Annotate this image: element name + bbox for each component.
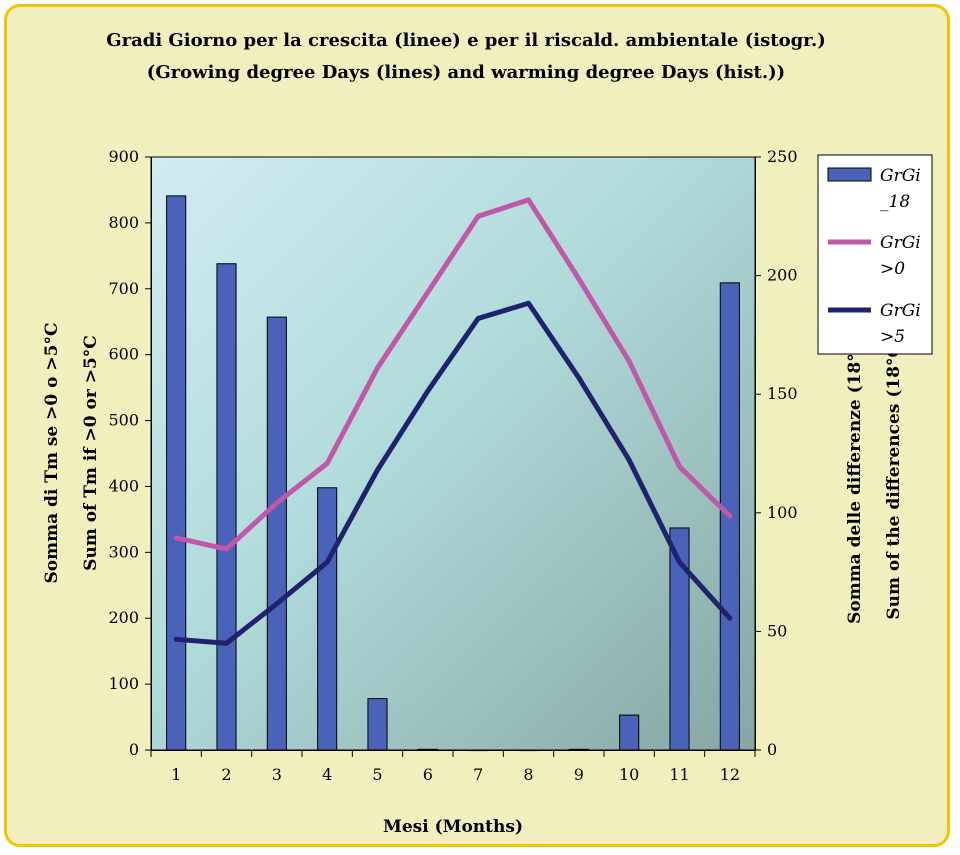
plot-area bbox=[150, 156, 756, 751]
y-tick-left-label: 600 bbox=[108, 345, 139, 364]
bar bbox=[266, 316, 287, 751]
y-axis-right-title-line-2: Sum of the differences (18°C - Tm) bbox=[884, 286, 904, 619]
chart-title-line-1: Gradi Giorno per la crescita (linee) e p… bbox=[106, 30, 826, 51]
legend-label-grgi-18-line-1: GrGi bbox=[880, 166, 921, 186]
y-tick-left-label: 500 bbox=[108, 411, 139, 430]
legend-label-grgi-0-line-2: >0 bbox=[880, 259, 905, 279]
x-tick-label: 8 bbox=[523, 765, 533, 784]
y-ticks-left: 0 100 200 300 400 500 600 700 800 900 bbox=[108, 147, 151, 759]
y-tick-left-label: 700 bbox=[108, 279, 139, 298]
y-tick-right-label: 250 bbox=[767, 147, 798, 166]
y-tick-left-label: 100 bbox=[108, 674, 139, 693]
series-line bbox=[173, 197, 733, 552]
bar bbox=[166, 195, 187, 751]
y-tick-right-label: 50 bbox=[767, 621, 787, 640]
bar bbox=[216, 263, 237, 751]
x-tick-label: 5 bbox=[372, 765, 382, 784]
legend-label-grgi-0-line-1: GrGi bbox=[880, 233, 921, 253]
y-axis-left-title-line-1: Somma di Tm se >0 o >5°C bbox=[42, 322, 62, 583]
y-tick-right-label: 150 bbox=[767, 384, 798, 403]
y-tick-right-label: 0 bbox=[767, 740, 777, 759]
bar bbox=[417, 748, 438, 751]
x-ticks: 1 2 3 4 5 6 7 8 9 10 11 12 bbox=[150, 750, 756, 784]
x-tick-label: 12 bbox=[720, 765, 740, 784]
x-tick-label: 11 bbox=[669, 765, 689, 784]
chart-title-line-2: (Growing degree Days (lines) and warming… bbox=[147, 62, 785, 83]
bar bbox=[568, 748, 589, 751]
y-tick-left-label: 300 bbox=[108, 542, 139, 561]
y-tick-left-label: 900 bbox=[108, 147, 139, 166]
bar bbox=[619, 714, 640, 751]
x-tick-label: 9 bbox=[574, 765, 584, 784]
legend-label-grgi-5-line-1: GrGi bbox=[880, 301, 921, 321]
y-axis-left-title-line-2: Sum of Tm if >0 or >5°C bbox=[81, 335, 101, 571]
line-series bbox=[173, 197, 733, 646]
x-tick-label: 10 bbox=[619, 765, 639, 784]
bar-series-grgi-18 bbox=[166, 195, 740, 752]
x-tick-label: 4 bbox=[322, 765, 332, 784]
y-axis-right-title-line-1: Somma delle differenze (18°C - Tm) bbox=[845, 282, 865, 624]
legend-box bbox=[817, 154, 933, 355]
y-tick-left-label: 200 bbox=[108, 608, 139, 627]
bar bbox=[317, 487, 338, 751]
y-tick-left-label: 0 bbox=[129, 740, 139, 759]
x-tick-label: 1 bbox=[171, 765, 181, 784]
y-tick-left-label: 400 bbox=[108, 476, 139, 495]
bar bbox=[367, 698, 388, 751]
series-line bbox=[173, 300, 733, 646]
legend-label-grgi-5-line-2: >5 bbox=[880, 327, 905, 347]
legend-label-grgi-18-line-2: _18 bbox=[880, 192, 910, 212]
y-tick-right-label: 200 bbox=[767, 266, 798, 285]
y-tick-right-label: 100 bbox=[767, 503, 798, 522]
x-tick-label: 7 bbox=[473, 765, 483, 784]
y-tick-left-label: 800 bbox=[108, 213, 139, 232]
legend: GrGi _18 GrGi >0 GrGi >5 bbox=[817, 154, 933, 355]
x-tick-label: 6 bbox=[423, 765, 433, 784]
x-tick-label: 3 bbox=[272, 765, 282, 784]
x-tick-label: 2 bbox=[221, 765, 231, 784]
x-axis-title: Mesi (Months) bbox=[383, 817, 523, 837]
legend-swatch-grgi-18 bbox=[827, 167, 872, 182]
y-ticks-right: 0 50 100 150 200 250 bbox=[755, 147, 798, 759]
